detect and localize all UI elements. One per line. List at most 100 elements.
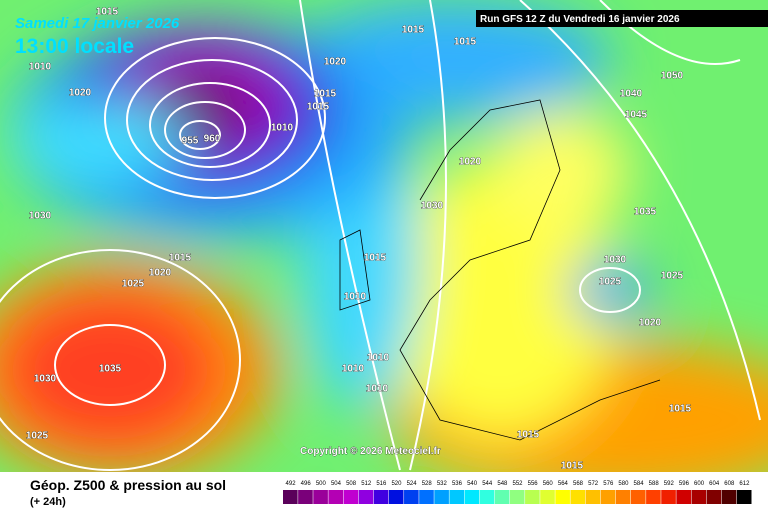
scale-swatch (464, 490, 480, 504)
isobar-label: 1010 (271, 123, 294, 134)
scale-swatch (706, 490, 722, 504)
time: 13:00 locale (15, 35, 134, 58)
scale-label: 500 (316, 481, 327, 487)
scale-swatch (298, 490, 313, 504)
scale-label: 492 (286, 481, 297, 487)
isobar-label: 1025 (599, 277, 622, 288)
scale-swatch (615, 490, 631, 504)
isobar-label: 1020 (324, 57, 347, 68)
isobar-label: 1015 (307, 102, 330, 113)
scale-label: 520 (391, 481, 402, 487)
isobar-label: 1035 (99, 364, 122, 375)
scale-swatch (509, 490, 525, 504)
scale-label: 512 (361, 481, 372, 487)
isobar-label: 1010 (366, 384, 389, 395)
scale-swatch (328, 490, 344, 504)
scale-label: 588 (649, 481, 660, 487)
scale-label: 612 (739, 481, 750, 487)
scale-swatch (525, 490, 540, 504)
isobar-label: 1020 (149, 268, 172, 279)
isobar-label: 1025 (122, 279, 145, 290)
footer-title: Géop. Z500 & pression au sol (30, 477, 226, 493)
run-box (476, 10, 768, 27)
scale-label: 596 (679, 481, 690, 487)
scale-label: 580 (618, 481, 629, 487)
isobar-label: 1030 (604, 255, 627, 266)
isobar-label: 960 (204, 134, 221, 145)
scale-label: 592 (664, 481, 675, 487)
scale-swatch (434, 490, 449, 504)
scale-swatch (600, 490, 616, 504)
isobar-label: 1015 (402, 25, 425, 36)
field (0, 0, 768, 500)
isobar-label: 1015 (314, 89, 337, 100)
scale-swatch (283, 490, 298, 504)
scale-label: 576 (603, 481, 614, 487)
isobar-label: 1010 (29, 62, 52, 73)
scale-label: 572 (588, 481, 599, 487)
copyright: Copyright © 2026 Meteociel.fr (300, 446, 441, 457)
scale-swatch (494, 490, 510, 504)
scale-swatch (736, 490, 752, 504)
scale-swatch (388, 490, 404, 504)
scale-label: 568 (573, 481, 584, 487)
isobar-label: 1020 (459, 157, 482, 168)
scale-label: 544 (482, 481, 493, 487)
isobar-label: 1025 (661, 271, 684, 282)
isobar-label: 1030 (34, 374, 57, 385)
scale-label: 608 (724, 481, 735, 487)
isobar-label: 1025 (26, 431, 49, 442)
scale-label: 604 (709, 481, 720, 487)
isobar-label: 1015 (669, 404, 692, 415)
date: Samedi 17 janvier 2026 (15, 15, 180, 32)
isobar-label: 955 (182, 136, 199, 147)
footer-lead: (+ 24h) (30, 496, 66, 508)
scale-label: 508 (346, 481, 357, 487)
isobar-label: 1010 (342, 364, 365, 375)
isobar-label: 1015 (561, 461, 584, 472)
isobar-label: 1015 (169, 253, 192, 264)
isobar-label: 1045 (625, 110, 648, 121)
isobar-label: 1030 (421, 201, 444, 212)
scale-label: 496 (301, 481, 312, 487)
scale-swatch (585, 490, 601, 504)
isobar-label: 1010 (344, 292, 367, 303)
scale-swatch (449, 490, 465, 504)
scale-swatch (419, 490, 434, 504)
scale-label: 504 (331, 481, 342, 487)
scale-label: 584 (634, 481, 645, 487)
isobar-label: 1010 (367, 353, 390, 364)
scale-swatch (646, 490, 661, 504)
scale-swatch (540, 490, 555, 504)
scale-swatch (676, 490, 691, 504)
scale-label: 528 (422, 481, 433, 487)
run: Run GFS 12 Z du Vendredi 16 janvier 2026 (480, 14, 680, 25)
scale-swatch (404, 490, 419, 504)
scale-swatch (570, 490, 586, 504)
scale-label: 532 (437, 481, 448, 487)
scale-swatch (358, 490, 374, 504)
isobar-label: 1020 (69, 88, 92, 99)
isobar-label: 1020 (639, 318, 662, 329)
isobar-label: 1035 (634, 207, 657, 218)
scale-label: 516 (376, 481, 387, 487)
scale-label: 556 (528, 481, 539, 487)
scale-swatch (313, 490, 328, 504)
scale-label: 564 (558, 481, 569, 487)
scale-label: 540 (467, 481, 478, 487)
isobar-label: 1015 (454, 37, 477, 48)
scale-swatch (630, 490, 646, 504)
scale-label: 552 (512, 481, 523, 487)
scale-swatch (691, 490, 707, 504)
scale-label: 600 (694, 481, 705, 487)
scale-swatch (373, 490, 389, 504)
scale-label: 524 (407, 481, 418, 487)
isobar-label: 1030 (29, 211, 52, 222)
isobar-label: 1040 (620, 89, 643, 100)
scale-swatch (661, 490, 676, 504)
scale-swatch (479, 490, 495, 504)
scale-label: 536 (452, 481, 463, 487)
scale-swatch (555, 490, 570, 504)
isobar-label: 1015 (517, 430, 540, 441)
